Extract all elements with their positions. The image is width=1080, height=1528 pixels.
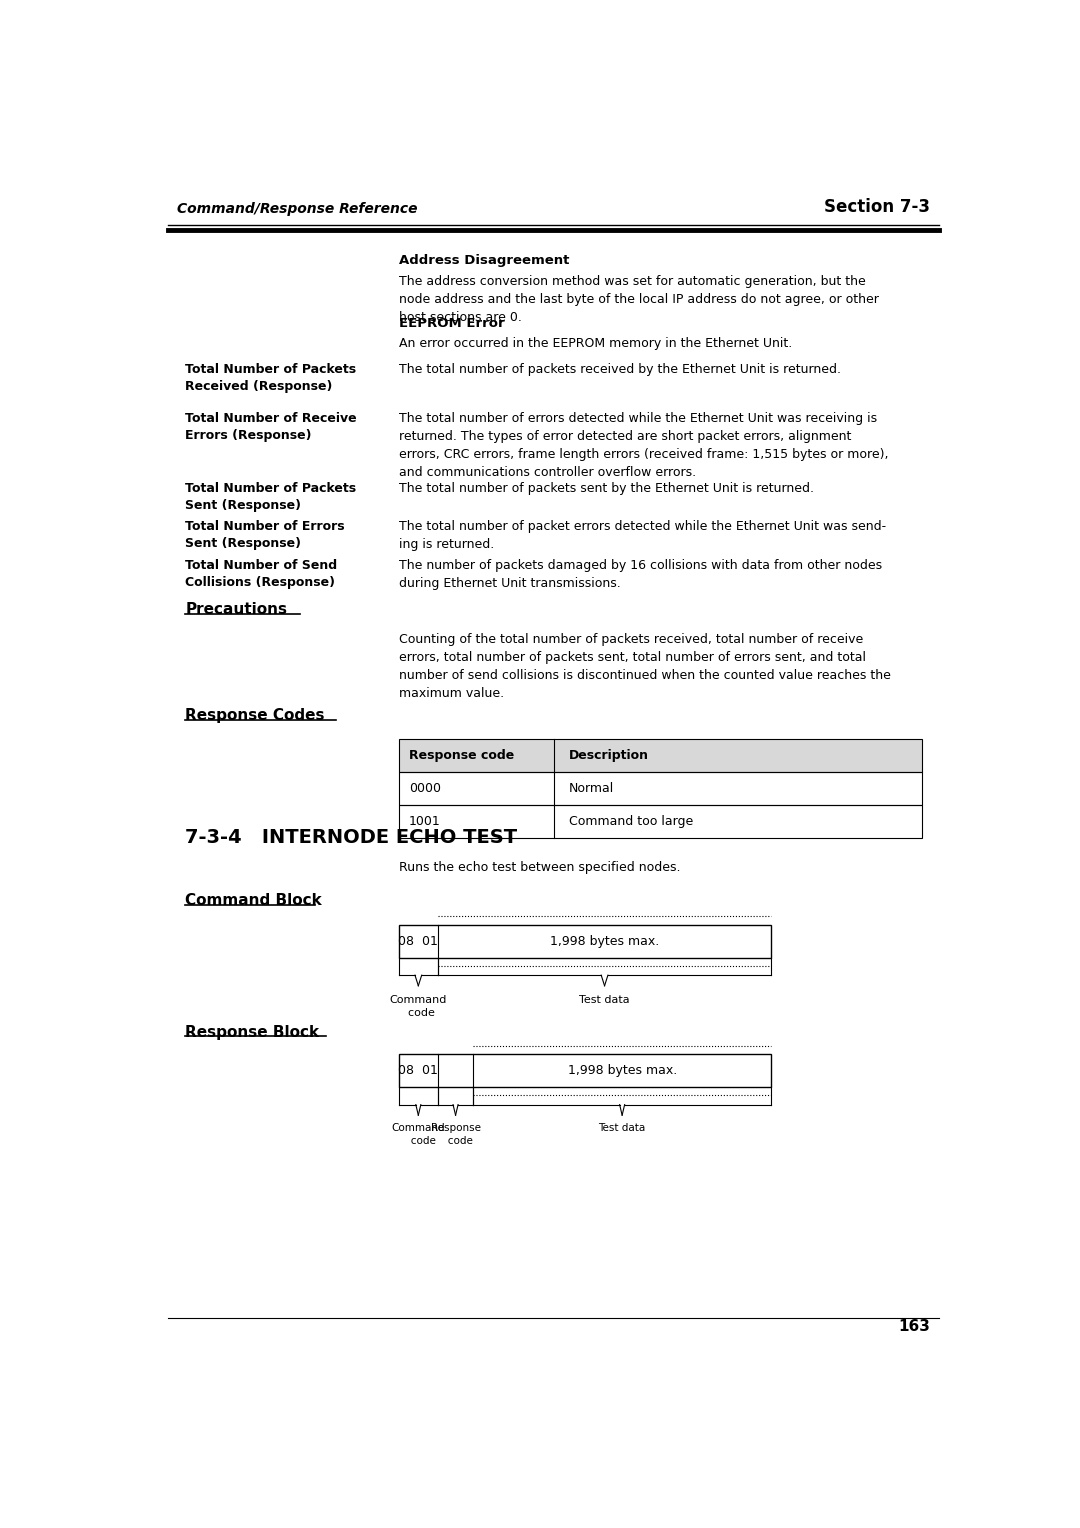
Text: Description: Description [568,749,649,761]
Text: Test data: Test data [598,1123,646,1134]
Text: 08  01: 08 01 [399,935,438,947]
Text: 1001: 1001 [408,814,441,828]
Text: The total number of packets received by the Ethernet Unit is returned.: The total number of packets received by … [399,364,840,376]
Text: Precautions: Precautions [186,602,287,617]
Text: The number of packets damaged by 16 collisions with data from other nodes
during: The number of packets damaged by 16 coll… [399,559,881,590]
Bar [399,805,922,837]
Text: Response
   code: Response code [431,1123,481,1146]
Text: Counting of the total number of packets received, total number of receive
errors: Counting of the total number of packets … [399,633,891,700]
Text: Section 7-3: Section 7-3 [824,199,930,217]
Text: Command/Response Reference: Command/Response Reference [177,202,417,217]
Text: Normal: Normal [568,782,613,795]
Bar [399,738,922,772]
Text: Test data: Test data [579,995,630,1005]
Text: Command Block: Command Block [186,892,322,908]
Text: Total Number of Receive
Errors (Response): Total Number of Receive Errors (Response… [186,411,356,442]
Text: 1,998 bytes max.: 1,998 bytes max. [550,935,659,947]
Text: The address conversion method was set for automatic generation, but the
node add: The address conversion method was set fo… [399,275,878,324]
Text: Response code: Response code [408,749,514,761]
Text: Command
   code: Command code [392,1123,445,1146]
Bar [399,924,771,958]
Text: 7-3-4   INTERNODE ECHO TEST: 7-3-4 INTERNODE ECHO TEST [186,828,517,847]
Text: 08  01: 08 01 [399,1063,438,1077]
Text: The total number of packets sent by the Ethernet Unit is returned.: The total number of packets sent by the … [399,483,813,495]
Text: Total Number of Send
Collisions (Response): Total Number of Send Collisions (Respons… [186,559,337,588]
Text: 0000: 0000 [408,782,441,795]
Text: EEPROM Error: EEPROM Error [399,318,504,330]
Text: The total number of errors detected while the Ethernet Unit was receiving is
ret: The total number of errors detected whil… [399,411,888,478]
Text: Response Block: Response Block [186,1025,320,1039]
Bar [399,772,922,805]
Text: Total Number of Errors
Sent (Response): Total Number of Errors Sent (Response) [186,520,345,550]
Text: Address Disagreement: Address Disagreement [399,254,569,267]
Text: Runs the echo test between specified nodes.: Runs the echo test between specified nod… [399,862,680,874]
Text: Command
  code: Command code [390,995,447,1018]
Bar [399,1054,771,1086]
Text: Total Number of Packets
Sent (Response): Total Number of Packets Sent (Response) [186,483,356,512]
Text: Command too large: Command too large [568,814,692,828]
Text: Response Codes: Response Codes [186,707,325,723]
Text: Total Number of Packets
Received (Response): Total Number of Packets Received (Respon… [186,364,356,393]
Text: 1,998 bytes max.: 1,998 bytes max. [567,1063,677,1077]
Text: An error occurred in the EEPROM memory in the Ethernet Unit.: An error occurred in the EEPROM memory i… [399,338,792,350]
Text: The total number of packet errors detected while the Ethernet Unit was send-
ing: The total number of packet errors detect… [399,520,886,552]
Text: 163: 163 [899,1319,930,1334]
